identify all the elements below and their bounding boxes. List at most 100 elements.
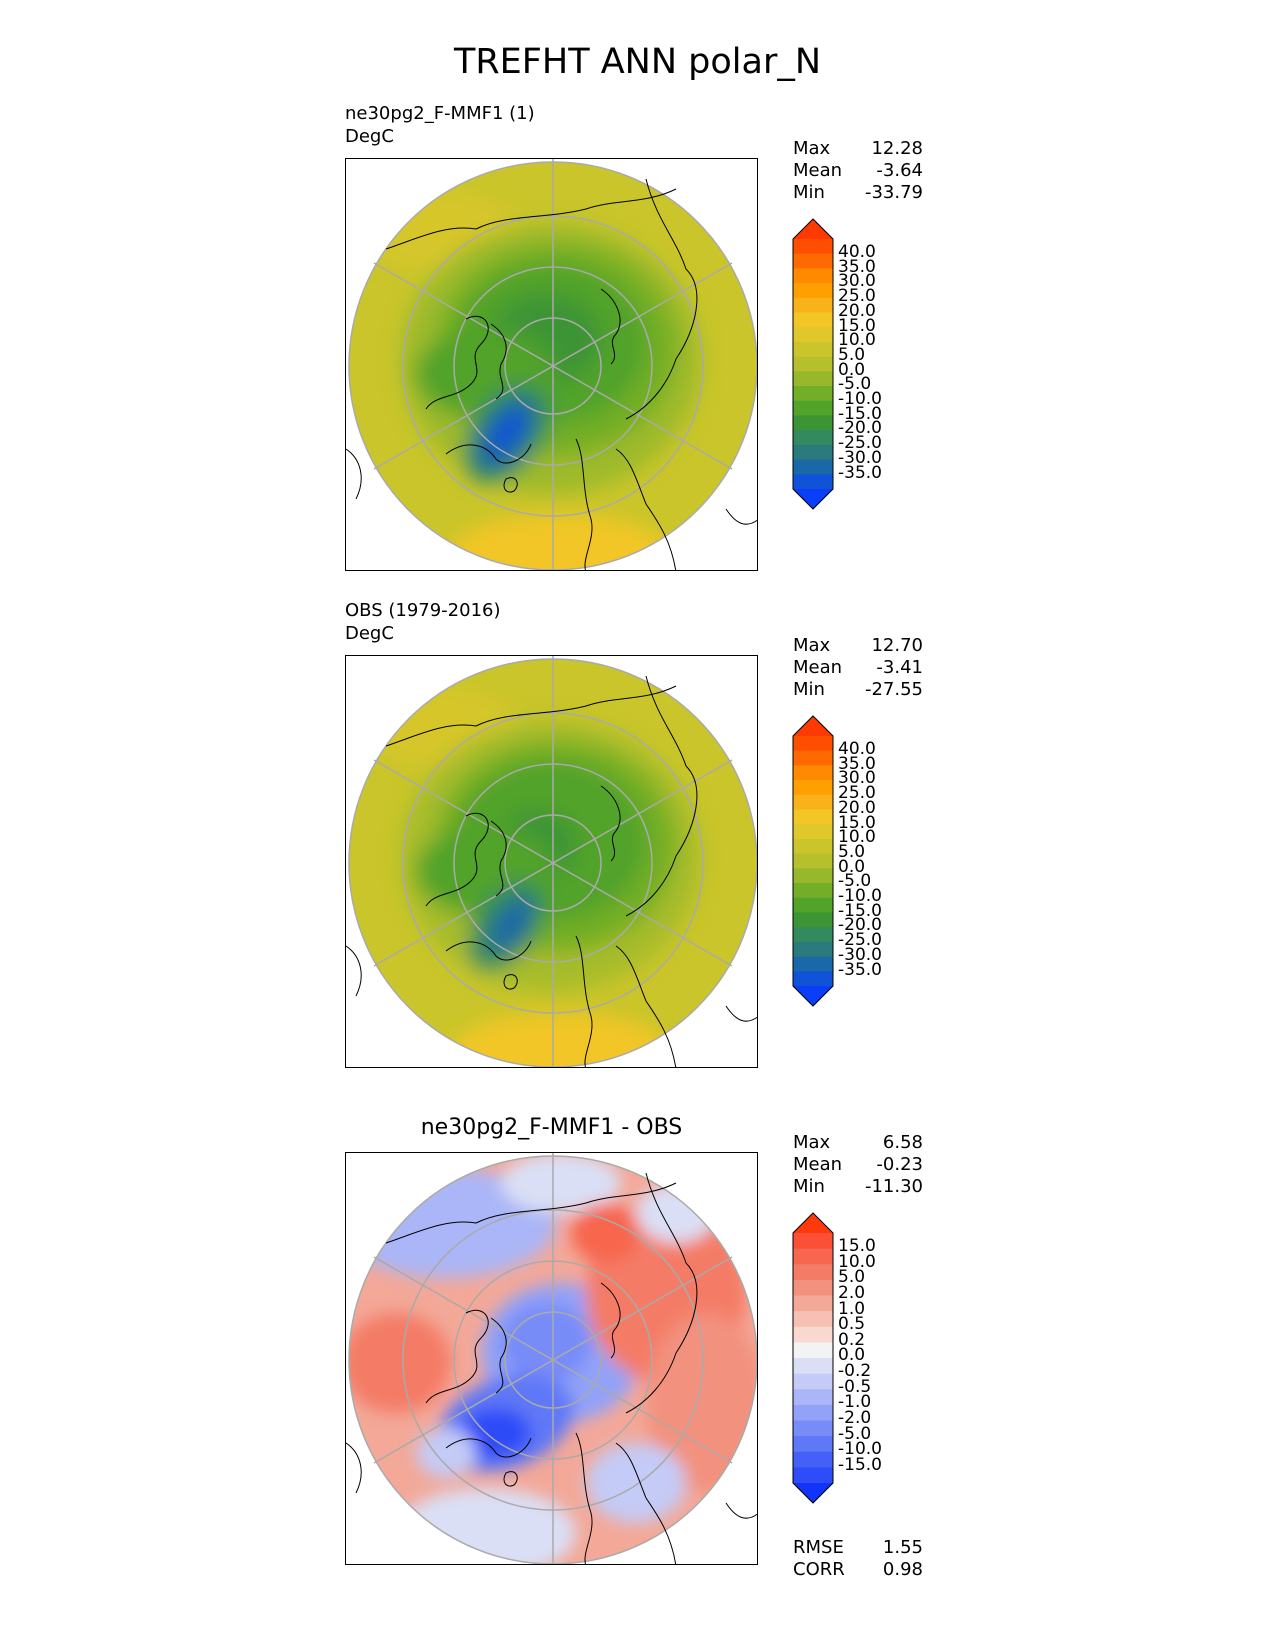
colorbar-segment <box>793 1264 833 1281</box>
colorbar-segment <box>793 868 833 884</box>
colorbar-tick-label: -10.0 <box>838 1439 882 1460</box>
coastlines <box>346 675 757 1067</box>
stat-max-value: 12.70 <box>871 635 923 656</box>
colorbar-segment <box>793 1451 833 1468</box>
colorbar-tick-label: 0.5 <box>838 1314 866 1335</box>
colorbar-overflow-max <box>793 716 833 736</box>
stat-min-label: Min <box>793 679 825 700</box>
graticule <box>348 159 757 570</box>
coastlines <box>346 1172 757 1564</box>
colorbar-tick-label: -10.0 <box>838 389 882 410</box>
panel-difference: ne30pg2_F-MMF1 - OBS <box>0 1115 1275 1652</box>
colorbar-segment <box>793 941 833 958</box>
stat-corr-label: CORR <box>793 1559 845 1580</box>
colorbar-segment <box>793 386 833 402</box>
colorbar-segment <box>793 809 833 825</box>
stat-corr-value: 0.98 <box>882 1559 923 1580</box>
colorbar-test-ticks: 40.0 35.0 30.0 25.0 20.0 15.0 10.0 5.0 0.0 -5.0 -1… <box>838 244 882 483</box>
colorbar-tick-label: -5.0 <box>838 374 872 395</box>
figure-title: TREFHT ANN polar_N <box>453 42 822 82</box>
colorbar-segment <box>793 897 833 914</box>
panel-reference-title: OBS (1979-2016) <box>345 600 501 621</box>
polar-map-test <box>345 158 758 571</box>
colorbar-tick-label: -30.0 <box>838 447 882 468</box>
colorbar-segment <box>793 736 833 752</box>
colorbar-outline <box>792 218 834 510</box>
colorbar-tick-label: 0.2 <box>838 1329 866 1350</box>
colorbar-segment <box>793 1420 833 1437</box>
colorbar-segment <box>793 1279 833 1297</box>
stat-max-label: Max <box>793 138 831 159</box>
colorbar-tick-label: -35.0 <box>838 462 882 483</box>
colorbar-segment <box>793 927 833 943</box>
stat-min-value: -27.55 <box>864 679 923 700</box>
panel-reference-units: DegC <box>345 623 394 644</box>
colorbar-tick-label: 5.0 <box>838 1267 866 1288</box>
panel-reference-stats: Max 12.70 Mean -3.41 Min -27.55 <box>793 635 923 701</box>
colorbar-segment <box>793 853 833 869</box>
panel-test-units: DegC <box>345 126 394 147</box>
colorbar-tick-label: 10.0 <box>838 1251 876 1272</box>
stat-mean-label: Mean <box>793 1154 843 1175</box>
stat-mean-label: Mean <box>793 160 843 181</box>
colorbar-tick-label: 15.0 <box>838 315 876 336</box>
colorbar-segment <box>793 1389 833 1406</box>
colorbar-difference <box>792 1212 834 1504</box>
colorbar-tick-label: -20.0 <box>838 915 882 936</box>
stat-min-label: Min <box>793 1176 825 1197</box>
colorbar-segment <box>793 1295 833 1312</box>
colorbar-tick-label: 1.0 <box>838 1298 866 1319</box>
colorbar-test <box>792 218 834 510</box>
colorbar-tick-label: 5.0 <box>838 344 866 365</box>
colorbar-segment <box>793 400 833 417</box>
colorbar-segment <box>793 1342 833 1359</box>
stat-rmse-value: 1.55 <box>882 1537 923 1558</box>
colorbar-tick-label: -15.0 <box>838 900 882 921</box>
stat-mean-value: -3.41 <box>876 657 923 678</box>
colorbar-segment <box>793 312 833 328</box>
colorbar-segment <box>793 1404 833 1422</box>
colorbar-outline <box>792 1212 834 1504</box>
colorbar-graphic <box>792 715 834 1007</box>
colorbar-tick-label: 2.0 <box>838 1282 866 1303</box>
stat-mean-value: -3.64 <box>876 160 923 181</box>
colorbar-overflow-max <box>793 1213 833 1233</box>
colorbar-tick-label: 0.0 <box>838 1345 866 1366</box>
polar-map-difference <box>345 1152 758 1565</box>
stat-max-value: 12.28 <box>871 138 923 159</box>
colorbar-tick-label: 35.0 <box>838 256 876 277</box>
colorbar-segment <box>793 239 833 255</box>
colorbar-segment <box>793 474 833 490</box>
panel-test-stats: Max 12.28 Mean -3.64 Min -33.79 <box>793 138 923 204</box>
colorbar-segment <box>793 1248 833 1265</box>
colorbar-tick-label: -20.0 <box>838 418 882 439</box>
colorbar-segment <box>793 268 833 284</box>
stat-min-value: -11.30 <box>864 1176 923 1197</box>
panel-test-title: ne30pg2_F-MMF1 (1) <box>345 103 535 124</box>
colorbar-segment <box>793 780 833 796</box>
panel-difference-error-stats: RMSE 1.55 CORR 0.98 <box>793 1537 923 1581</box>
colorbar-tick-label: 0.0 <box>838 359 866 380</box>
colorbar-segment <box>793 283 833 299</box>
colorbar-tick-label: 0.0 <box>838 856 866 877</box>
colorbar-tick-label: -5.0 <box>838 1423 872 1444</box>
colorbar-tick-label: 25.0 <box>838 783 876 804</box>
colorbar-segment <box>793 824 833 840</box>
colorbar-overflow-min <box>793 1483 833 1503</box>
colorbar-segment <box>793 971 833 987</box>
stat-max-value: 6.58 <box>882 1132 923 1153</box>
colorbar-overflow-min <box>793 489 833 509</box>
colorbar-segment <box>793 444 833 461</box>
colorbar-segment <box>793 430 833 446</box>
colorbar-segment <box>793 956 833 972</box>
colorbar-segment <box>793 371 833 387</box>
temperature-field <box>349 162 757 570</box>
graticule <box>348 1153 757 1564</box>
colorbar-graphic <box>792 218 834 510</box>
coastlines <box>346 178 757 570</box>
stat-max-label: Max <box>793 1132 831 1153</box>
graticule <box>348 656 757 1067</box>
colorbar-segment <box>793 1326 833 1343</box>
colorbar-segment <box>793 341 833 358</box>
colorbar-tick-label: 10.0 <box>838 330 876 351</box>
